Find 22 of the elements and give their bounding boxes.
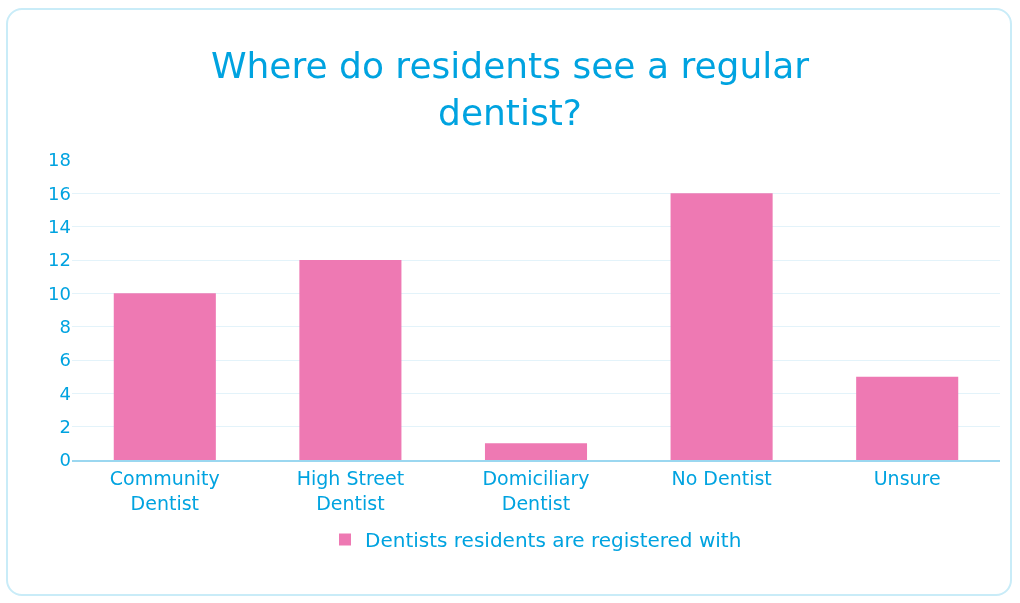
x-tick-label: No Dentist bbox=[671, 466, 772, 489]
y-tick-label: 2 bbox=[59, 415, 71, 437]
bar bbox=[299, 260, 402, 460]
y-tick-label: 10 bbox=[48, 282, 71, 304]
chart-title: Where do residents see a regular dentist? bbox=[210, 45, 810, 134]
y-tick-label: 0 bbox=[59, 449, 71, 471]
legend-label: Dentists residents are registered with bbox=[365, 528, 742, 553]
y-tick-label: 6 bbox=[59, 349, 71, 371]
y-tick-label: 12 bbox=[48, 249, 71, 271]
y-tick-label: 16 bbox=[48, 182, 71, 204]
bar bbox=[484, 443, 588, 460]
y-tick-label: 8 bbox=[59, 315, 71, 337]
x-tick-label: Community Dentist bbox=[109, 466, 220, 514]
y-tick-label: 4 bbox=[59, 382, 71, 404]
bar bbox=[670, 193, 773, 460]
y-tick-label: 14 bbox=[48, 215, 71, 237]
bar bbox=[113, 293, 216, 460]
x-tick-label: High Street Dentist bbox=[296, 466, 405, 514]
x-tick-label: Unsure bbox=[873, 466, 941, 489]
y-tick-label: 18 bbox=[48, 149, 71, 171]
x-tick-label: Domiciliary Dentist bbox=[482, 466, 590, 514]
bar bbox=[856, 376, 959, 460]
